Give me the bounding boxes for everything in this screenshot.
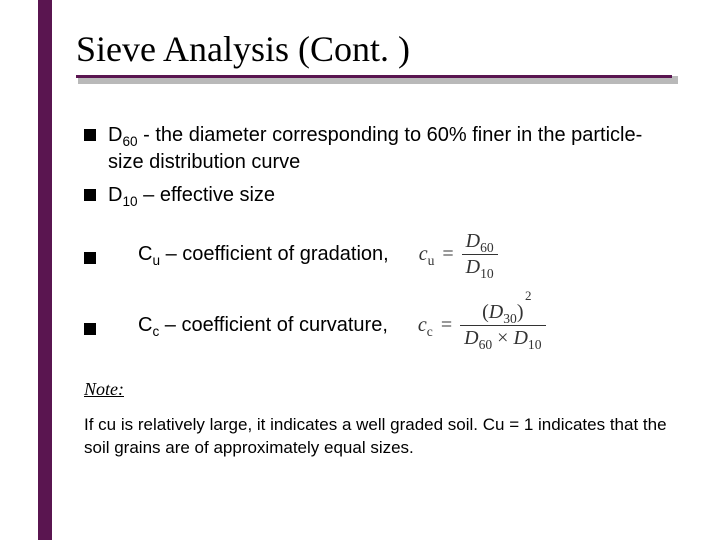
cu-numerator: D60 (462, 231, 498, 252)
cc-num-group: (D30)2 (482, 302, 523, 323)
note-body: If cu is relatively large, it indicates … (84, 414, 672, 460)
bullet-icon (84, 129, 96, 141)
cu-den-base: D (466, 256, 480, 278)
cc-symbol-base: C (138, 314, 152, 336)
cu-lhs-base: c (419, 243, 428, 265)
fraction-bar (462, 254, 498, 255)
equals-sign: = (441, 312, 452, 339)
d60-desc: - the diameter corresponding to 60% fine… (108, 124, 642, 173)
cc-num-sub: 30 (503, 311, 517, 326)
cc-den-r-base: D (513, 327, 527, 349)
bullet-icon (84, 323, 96, 335)
cu-formula: cu = D60 D10 (419, 231, 498, 278)
lparen: ( (482, 301, 489, 323)
equals-sign: = (442, 241, 453, 268)
d60-symbol-base: D (108, 124, 122, 146)
bullet-item: D10 – effective size (84, 182, 672, 209)
d10-symbol-sub: 10 (122, 194, 137, 209)
d10-desc: – effective size (138, 184, 275, 206)
times-sign: × (492, 327, 513, 349)
cc-desc: – coefficient of curvature, (159, 314, 388, 336)
bullet-text: D60 - the diameter corresponding to 60% … (108, 122, 672, 176)
cu-desc: – coefficient of gradation, (160, 243, 389, 265)
cc-num-base: D (489, 301, 503, 323)
cc-lhs-base: c (418, 314, 427, 336)
title-underline (76, 76, 672, 86)
accent-bar (38, 0, 52, 540)
bullet-icon (84, 252, 96, 264)
d10-symbol-base: D (108, 184, 122, 206)
cu-num-base: D (466, 230, 480, 252)
cc-lhs: cc (418, 312, 433, 339)
cu-symbol-sub: u (152, 253, 160, 268)
cu-num-sub: 60 (480, 240, 494, 255)
slide: Sieve Analysis (Cont. ) D60 - the diamet… (0, 0, 720, 540)
cu-denominator: D10 (462, 257, 498, 278)
d60-symbol-sub: 60 (122, 134, 137, 149)
bullet-item: Cu – coefficient of gradation, cu = D60 … (84, 231, 672, 278)
content-area: D60 - the diameter corresponding to 60% … (84, 122, 672, 460)
bullet-text: Cu – coefficient of gradation, (138, 241, 389, 268)
cc-denominator: D60 × D10 (460, 328, 545, 349)
bullet-text: D10 – effective size (108, 182, 672, 209)
cc-numerator: (D30)2 (478, 302, 527, 323)
slide-title: Sieve Analysis (Cont. ) (76, 28, 672, 74)
bullet-item: Cc – coefficient of curvature, cc = (D30… (84, 302, 672, 349)
cu-lhs: cu (419, 241, 435, 268)
cc-lhs-sub: c (427, 324, 433, 339)
bullet-icon (84, 189, 96, 201)
cu-den-sub: 10 (480, 266, 494, 281)
bullet-text: Cc – coefficient of curvature, (138, 312, 388, 339)
cu-lhs-sub: u (428, 253, 435, 268)
cc-fraction: (D30)2 D60 × D10 (460, 302, 545, 349)
cc-formula: cc = (D30)2 D60 × D10 (418, 302, 546, 349)
title-underline-bar (76, 75, 672, 78)
cc-den-l-sub: 60 (479, 337, 493, 352)
cc-den-r-sub: 10 (528, 337, 542, 352)
note-heading: Note: (84, 379, 672, 400)
cc-den-l-base: D (464, 327, 478, 349)
cu-fraction: D60 D10 (462, 231, 498, 278)
cu-symbol-base: C (138, 243, 152, 265)
rparen: ) (517, 301, 524, 323)
title-block: Sieve Analysis (Cont. ) (76, 28, 672, 86)
bullet-item: D60 - the diameter corresponding to 60% … (84, 122, 672, 176)
